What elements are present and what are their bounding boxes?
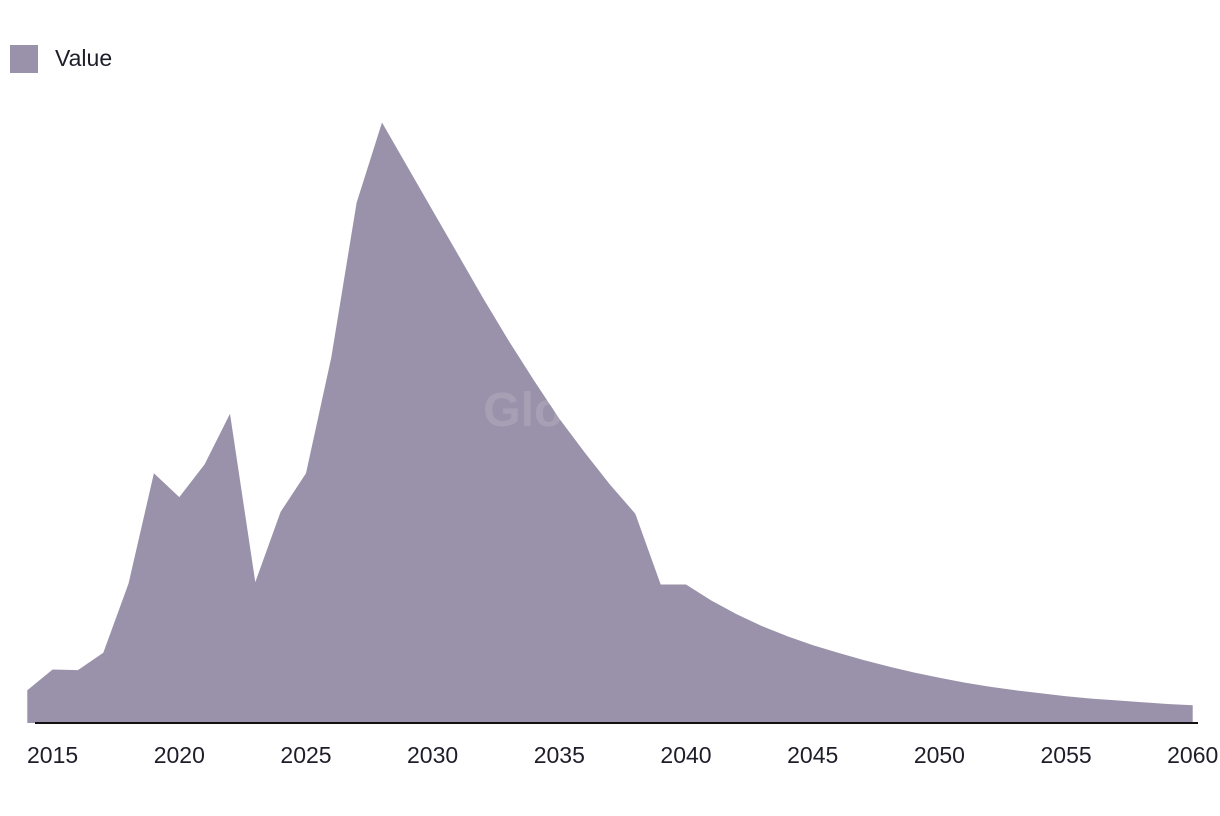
x-tick-label-2055: 2055 — [1041, 742, 1092, 768]
area-series-value — [27, 122, 1193, 723]
legend-label-value: Value — [55, 45, 112, 71]
legend-swatch-value — [10, 45, 38, 73]
x-tick-label-2030: 2030 — [407, 742, 458, 768]
x-tick-label-2050: 2050 — [914, 742, 965, 768]
x-tick-label-2020: 2020 — [154, 742, 205, 768]
x-tick-label-2025: 2025 — [280, 742, 331, 768]
x-tick-label-2040: 2040 — [660, 742, 711, 768]
x-tick-label-2060: 2060 — [1167, 742, 1218, 768]
x-axis-tick-labels: 2015 2020 2025 2030 2035 2040 2045 2050 2055 2060 — [27, 742, 1218, 768]
legend: Value — [10, 45, 112, 73]
x-tick-label-2015: 2015 — [27, 742, 78, 768]
x-tick-label-2035: 2035 — [534, 742, 585, 768]
x-tick-label-2045: 2045 — [787, 742, 838, 768]
watermark: GlobalData — [483, 384, 737, 437]
